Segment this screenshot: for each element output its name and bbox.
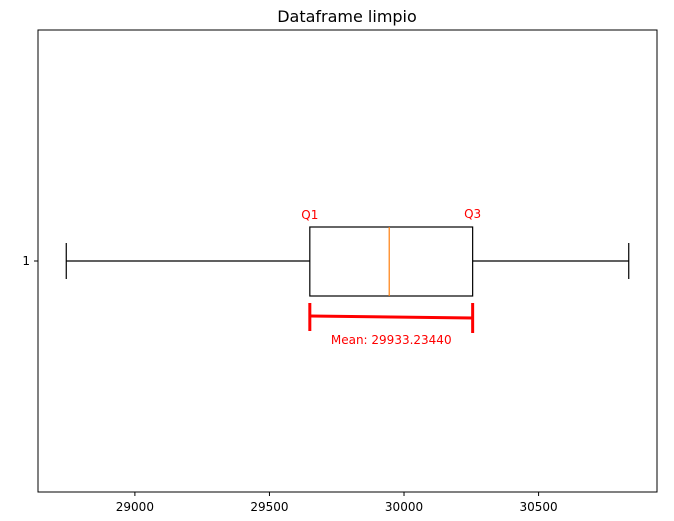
y-tick-label: 1 xyxy=(22,254,30,268)
annotation-group: Q1 Q3 Mean: 29933.23440 xyxy=(301,207,481,347)
y-axis: 1 xyxy=(22,254,38,268)
q1-label: Q1 xyxy=(301,208,318,222)
x-tick-label: 30500 xyxy=(519,500,557,514)
box-group xyxy=(65,226,630,297)
x-tick-label: 29000 xyxy=(116,500,154,514)
x-tick-label: 30000 xyxy=(385,500,423,514)
q3-label: Q3 xyxy=(464,207,481,221)
chart-title: Dataframe limpio xyxy=(277,7,417,26)
x-tick-label: 29500 xyxy=(250,500,288,514)
x-axis: 29000 29500 30000 30500 xyxy=(116,492,558,514)
mean-label: Mean: 29933.23440 xyxy=(331,333,452,347)
iqr-box xyxy=(309,226,474,297)
mean-bracket-line xyxy=(309,314,473,320)
